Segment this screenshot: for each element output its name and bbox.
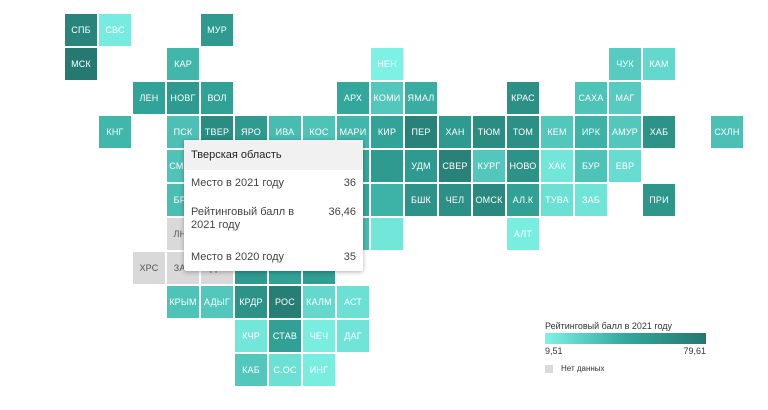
region-tile-СВЕР[interactable]: СВЕР: [439, 150, 471, 182]
region-tile-УДМ[interactable]: УДМ: [405, 150, 437, 182]
region-tile-ДАГ[interactable]: ДАГ: [337, 320, 369, 352]
region-tile[interactable]: [371, 150, 403, 182]
region-tile-ОМСК[interactable]: ОМСК: [473, 184, 505, 216]
region-tile-ЕВР[interactable]: ЕВР: [609, 150, 641, 182]
region-tile-ЧЕЧ[interactable]: ЧЕЧ: [303, 320, 335, 352]
region-tile-КРЫМ[interactable]: КРЫМ: [167, 286, 199, 318]
region-tile-ТЮМ[interactable]: ТЮМ: [473, 116, 505, 148]
region-tile-СХЛН[interactable]: СХЛН: [711, 116, 743, 148]
region-tile-КИР[interactable]: КИР: [371, 116, 403, 148]
region-tile[interactable]: [371, 218, 403, 250]
region-tile-КАР[interactable]: КАР: [167, 48, 199, 80]
region-tile-АДЫГ[interactable]: АДЫГ: [201, 286, 233, 318]
tooltip-label: Рейтинговый балл в 2021 году: [191, 206, 295, 231]
region-tile-КЧР[interactable]: КЧР: [235, 320, 267, 352]
region-tile-С.ОС[interactable]: С.ОС: [269, 354, 301, 386]
region-tile-ХРС[interactable]: ХРС: [133, 252, 165, 284]
region-tile-АЛТ[interactable]: АЛТ: [507, 218, 539, 250]
region-tile-ЯМАЛ[interactable]: ЯМАЛ: [405, 82, 437, 114]
region-tile-ХАБ[interactable]: ХАБ: [643, 116, 675, 148]
legend-gradient-bar: [545, 333, 706, 344]
region-tile-МУР[interactable]: МУР: [201, 14, 233, 46]
region-tile-ТОМ[interactable]: ТОМ: [507, 116, 539, 148]
legend-no-data: Нет данных: [545, 364, 710, 373]
region-tile-СВС[interactable]: СВС: [99, 14, 131, 46]
tooltip-label: Место в 2021 году: [191, 177, 284, 189]
tooltip-title: Тверская область: [184, 140, 363, 170]
region-tile-ПРИ[interactable]: ПРИ: [643, 184, 675, 216]
legend: Рейтинговый балл в 2021 году 9,51 79,61 …: [545, 320, 710, 373]
region-tile-НОВГ[interactable]: НОВГ: [167, 82, 199, 114]
region-tile-АСТ[interactable]: АСТ: [337, 286, 369, 318]
region-tile-КЕМ[interactable]: КЕМ: [541, 116, 573, 148]
tooltip-row-score-2021: Рейтинговый балл в 2021 году 36,46: [191, 206, 356, 232]
region-tile-КОМИ[interactable]: КОМИ: [371, 82, 403, 114]
region-tile-КАЛМ[interactable]: КАЛМ: [303, 286, 335, 318]
region-tile-КАБ[interactable]: КАБ: [235, 354, 267, 386]
legend-min-label: 9,51: [545, 346, 563, 356]
region-tile-МАГ[interactable]: МАГ: [609, 82, 641, 114]
tooltip-value: 35: [343, 251, 356, 263]
region-tooltip: Тверская область Место в 2021 году 36 Ре…: [184, 140, 363, 271]
region-tile-ПЕР[interactable]: ПЕР: [405, 116, 437, 148]
region-tile-МСК[interactable]: МСК: [65, 48, 97, 80]
region-tile-НОВО[interactable]: НОВО: [507, 150, 539, 182]
region-tile-ЛЕН[interactable]: ЛЕН: [133, 82, 165, 114]
region-tile-ХАН[interactable]: ХАН: [439, 116, 471, 148]
tooltip-value: 36,46: [328, 206, 356, 218]
tooltip-label: Место в 2020 году: [191, 251, 284, 263]
region-tile-АРХ[interactable]: АРХ: [337, 82, 369, 114]
tooltip-row-rank-2020: Место в 2020 году 35: [191, 251, 356, 264]
region-tile-ТУВА[interactable]: ТУВА: [541, 184, 573, 216]
region-tile-ИРК[interactable]: ИРК: [575, 116, 607, 148]
region-tile-СПБ[interactable]: СПБ: [65, 14, 97, 46]
tooltip-row-rank-2021: Место в 2021 году 36: [191, 177, 356, 190]
region-tile-БШК[interactable]: БШК: [405, 184, 437, 216]
region-tile-СТАВ[interactable]: СТАВ: [269, 320, 301, 352]
region-tile-ЧЕЛ[interactable]: ЧЕЛ: [439, 184, 471, 216]
region-tile-ЧУК[interactable]: ЧУК: [609, 48, 641, 80]
region-tile-КРАС[interactable]: КРАС: [507, 82, 539, 114]
region-tile-КУРГ[interactable]: КУРГ: [473, 150, 505, 182]
region-tile-НЕН[interactable]: НЕН: [371, 48, 403, 80]
tooltip-value: 36: [343, 177, 356, 189]
region-tile-КАМ[interactable]: КАМ: [643, 48, 675, 80]
legend-no-data-swatch: [545, 364, 553, 373]
region-tile-КНГ[interactable]: КНГ: [99, 116, 131, 148]
region-tile-АМУР[interactable]: АМУР: [609, 116, 641, 148]
legend-no-data-label: Нет данных: [561, 364, 605, 373]
region-tile-ИНГ[interactable]: ИНГ: [303, 354, 335, 386]
region-tile-САХА[interactable]: САХА: [575, 82, 607, 114]
region-tile-АЛ.К[interactable]: АЛ.К: [507, 184, 539, 216]
legend-title: Рейтинговый балл в 2021 году: [545, 321, 673, 331]
region-tile-ВОЛ[interactable]: ВОЛ: [201, 82, 233, 114]
region-tile-БУР[interactable]: БУР: [575, 150, 607, 182]
region-tile-ЗАБ[interactable]: ЗАБ: [575, 184, 607, 216]
region-tile[interactable]: [371, 184, 403, 216]
legend-range: 9,51 79,61: [545, 346, 706, 357]
region-tile-РОС[interactable]: РОС: [269, 286, 301, 318]
region-tile-ХАК[interactable]: ХАК: [541, 150, 573, 182]
region-tile-КРДР[interactable]: КРДР: [235, 286, 267, 318]
legend-max-label: 79,61: [683, 346, 706, 356]
